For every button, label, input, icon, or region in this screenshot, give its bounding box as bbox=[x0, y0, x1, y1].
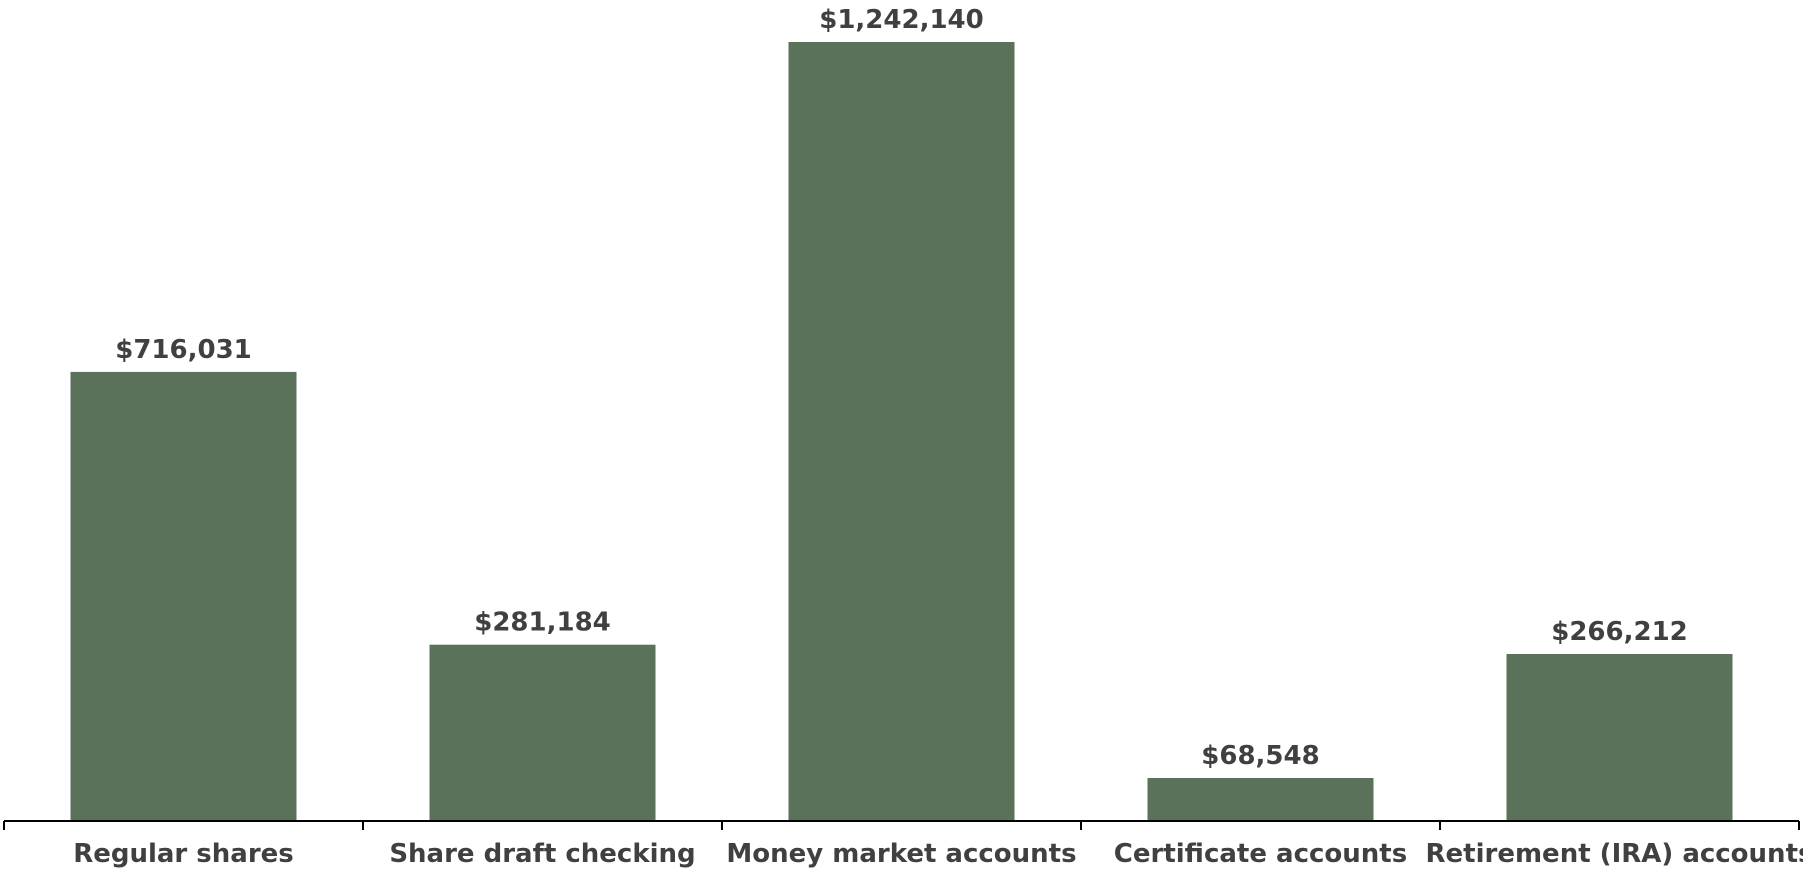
category-label-share-draft-checking: Share draft checking bbox=[389, 839, 695, 869]
bar-share-draft-checking bbox=[429, 644, 656, 821]
data-label-certificate-accounts: $68,548 bbox=[1201, 741, 1319, 771]
bar-certificate-accounts bbox=[1147, 778, 1374, 821]
bar-regular-shares bbox=[70, 371, 297, 821]
bar-retirement-ira-accounts bbox=[1506, 654, 1733, 821]
data-label-regular-shares: $716,031 bbox=[115, 335, 252, 365]
data-label-retirement-ira-accounts: $266,212 bbox=[1551, 617, 1688, 647]
bars-layer bbox=[70, 42, 1733, 821]
category-label-retirement-ira-accounts: Retirement (IRA) accounts bbox=[1426, 839, 1803, 869]
x-axis-ticks bbox=[3, 821, 1800, 830]
data-label-share-draft-checking: $281,184 bbox=[474, 608, 611, 638]
category-labels-layer: Regular shares Share draft checking Money … bbox=[73, 839, 1803, 869]
category-label-regular-shares: Regular shares bbox=[73, 839, 294, 869]
data-labels-layer: $716,031 $281,184 $1,242,140 $68,548 $266,21… bbox=[115, 5, 1688, 771]
bar-money-market-accounts bbox=[788, 42, 1015, 821]
data-label-money-market-accounts: $1,242,140 bbox=[819, 5, 983, 35]
category-label-certificate-accounts: Certificate accounts bbox=[1114, 839, 1407, 869]
category-label-money-market-accounts: Money market accounts bbox=[726, 839, 1076, 869]
